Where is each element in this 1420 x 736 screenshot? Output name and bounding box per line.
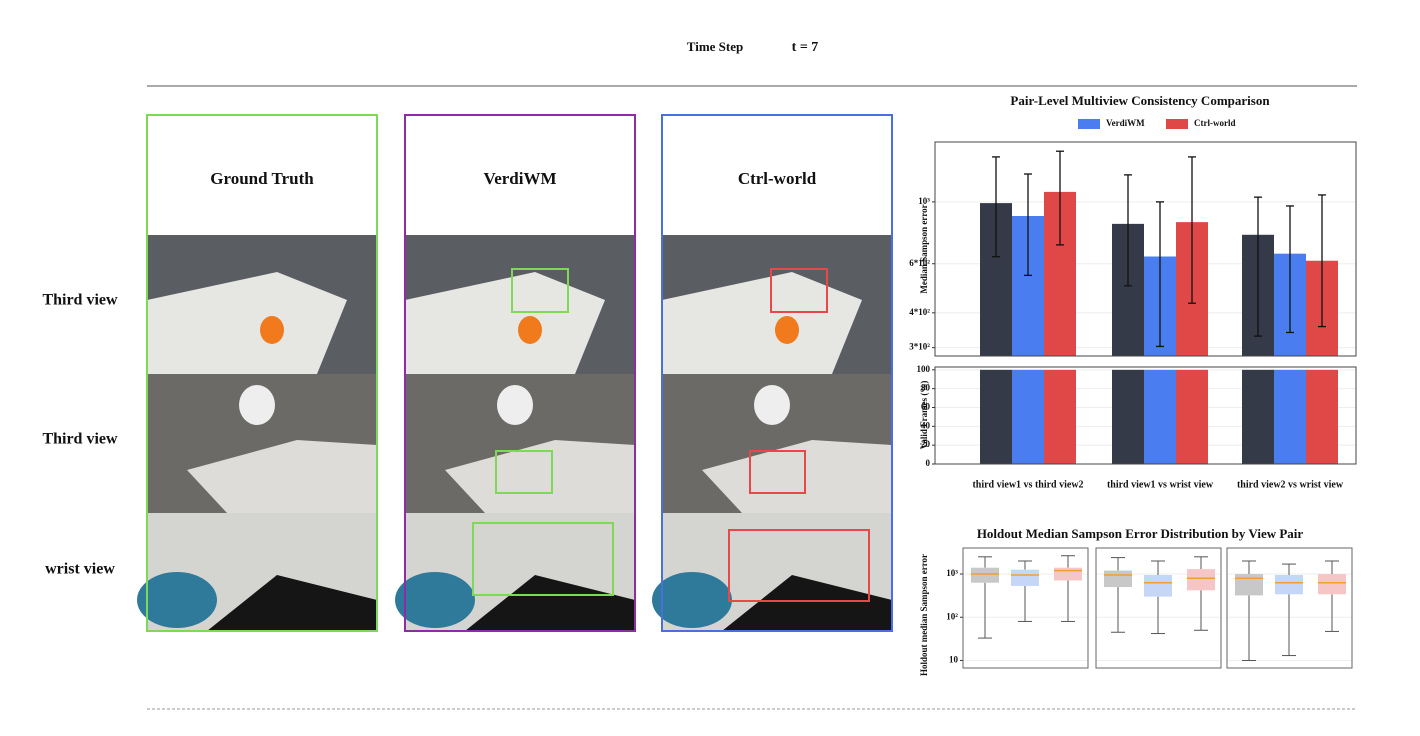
box — [971, 567, 999, 583]
image-object — [239, 385, 275, 425]
legend-swatch — [1166, 119, 1188, 129]
y-tick-label: 80 — [921, 383, 931, 393]
highlight-box — [728, 529, 870, 602]
bar — [1176, 369, 1208, 464]
box — [1318, 574, 1346, 595]
x-tick-label: third view2 vs wrist view — [1237, 479, 1344, 490]
box — [1275, 574, 1303, 595]
plot-frame — [934, 141, 1357, 357]
bar — [1012, 369, 1044, 464]
legend-label: VerdiWM — [1106, 118, 1145, 128]
bar — [1274, 369, 1306, 464]
image-object — [518, 316, 542, 344]
image-table — [405, 272, 605, 374]
image-table — [445, 440, 635, 513]
image-object — [497, 385, 533, 425]
row-label: Third view — [42, 292, 118, 309]
highlight-box — [495, 450, 553, 494]
image-table — [187, 440, 377, 513]
y-tick-label: 20 — [921, 439, 931, 449]
image-panels — [137, 235, 892, 631]
y-tick-label: 0 — [926, 458, 931, 468]
image-table — [662, 272, 862, 374]
panel-title: Ground Truth — [210, 169, 314, 188]
image-object — [775, 316, 799, 344]
image-object — [465, 575, 635, 631]
plot-frame — [1226, 547, 1353, 669]
row-label: wrist view — [45, 561, 115, 578]
bar — [1112, 369, 1144, 464]
bar — [1144, 369, 1176, 464]
y-tick-label: 10² — [946, 611, 958, 621]
highlight-box — [472, 522, 614, 596]
y-tick-label: 3*10² — [909, 342, 930, 352]
image-object — [754, 385, 790, 425]
x-tick-label: third view1 vs third view2 — [972, 479, 1083, 490]
legend-label: Ctrl-world — [1194, 118, 1236, 128]
image-object — [652, 572, 732, 628]
image-object — [137, 572, 217, 628]
panel-frame — [661, 114, 893, 632]
legend-swatch — [1078, 119, 1100, 129]
panel-frame — [404, 114, 636, 632]
row-label: Third view — [42, 431, 118, 448]
chart-title: Pair-Level Multiview Consistency Compari… — [1010, 93, 1270, 108]
box — [1235, 574, 1263, 596]
plot-frame — [934, 366, 1357, 465]
y-axis-label: Valid Frames (%) — [919, 381, 929, 450]
y-tick-label: 100 — [917, 364, 931, 374]
y-tick-label: 10³ — [946, 568, 958, 578]
panel-title: VerdiWM — [483, 169, 556, 188]
y-axis-label: Holdout median Sampson error — [919, 554, 929, 676]
highlight-box — [511, 268, 569, 313]
x-tick-label: third view1 vs wrist view — [1107, 479, 1214, 490]
box — [1104, 570, 1132, 588]
image-object — [260, 316, 284, 344]
box — [1187, 569, 1215, 591]
y-tick-label: 10 — [949, 655, 959, 665]
box — [1011, 569, 1039, 586]
image-object — [207, 575, 377, 631]
box — [1054, 567, 1082, 581]
y-tick-label: 10³ — [918, 196, 930, 206]
y-tick-label: 60 — [921, 402, 931, 412]
y-tick-label: 6*10² — [909, 258, 930, 268]
y-axis-label: Median Sampson error — [919, 204, 929, 293]
plot-frame — [1095, 547, 1222, 669]
panel-title: Ctrl-world — [738, 169, 817, 188]
plot-frame — [962, 547, 1089, 669]
bar — [1306, 369, 1338, 464]
highlight-box — [770, 268, 828, 313]
time-step-label: Time Step — [687, 39, 743, 54]
box — [1144, 574, 1172, 597]
bar — [1044, 369, 1076, 464]
image-object — [395, 572, 475, 628]
time-step-value: t = 7 — [792, 40, 819, 55]
bar — [980, 369, 1012, 464]
highlight-box — [749, 450, 806, 494]
y-tick-label: 4*10² — [909, 307, 930, 317]
image-table — [147, 272, 347, 374]
bar — [1242, 369, 1274, 464]
panel-frame — [146, 114, 378, 632]
y-tick-label: 40 — [921, 420, 931, 430]
chart-title: Holdout Median Sampson Error Distributio… — [977, 526, 1304, 541]
image-object — [722, 575, 892, 631]
